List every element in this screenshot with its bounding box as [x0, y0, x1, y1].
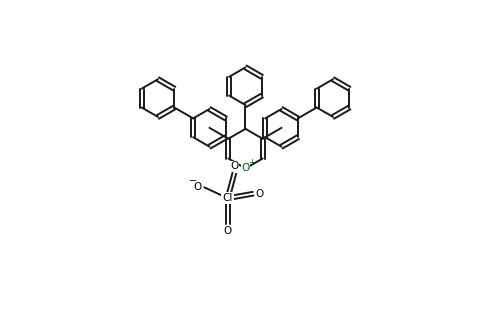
Text: O: O: [256, 189, 264, 199]
Text: O: O: [223, 226, 232, 236]
Text: Cl: Cl: [222, 193, 233, 203]
Text: +: +: [248, 158, 255, 167]
Text: O: O: [230, 161, 239, 171]
Text: −: −: [190, 176, 197, 186]
Text: O: O: [242, 163, 249, 173]
Text: O: O: [193, 182, 202, 192]
